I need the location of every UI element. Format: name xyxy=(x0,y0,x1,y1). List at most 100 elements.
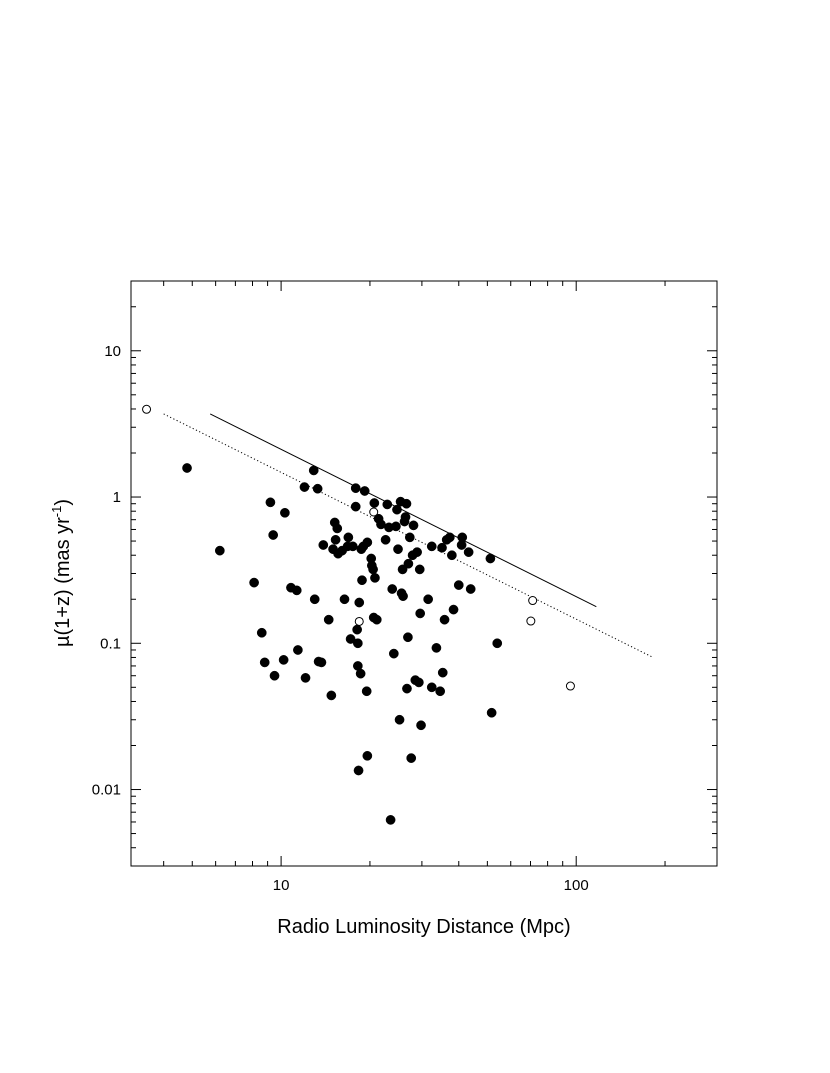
filled-point xyxy=(403,632,413,643)
filled-point xyxy=(400,512,411,522)
filled-point xyxy=(457,532,468,543)
filled-point xyxy=(426,682,437,693)
filled-point xyxy=(492,638,503,649)
filled-point xyxy=(345,634,356,644)
x-tick-label: 100 xyxy=(564,877,589,894)
plot-frame xyxy=(130,280,718,867)
filled-point xyxy=(368,564,378,575)
filled-point xyxy=(385,815,396,825)
filled-point xyxy=(412,547,422,557)
filled-point xyxy=(357,575,367,586)
filled-point xyxy=(326,690,337,701)
filled-point xyxy=(437,667,448,678)
filled-point xyxy=(308,465,319,476)
filled-point xyxy=(323,614,334,625)
filled-point xyxy=(380,534,391,545)
filled-point xyxy=(415,608,426,619)
filled-point xyxy=(423,594,434,605)
open-point xyxy=(369,507,379,517)
filled-point xyxy=(392,504,402,515)
filled-point xyxy=(350,483,361,494)
filled-point xyxy=(355,668,366,679)
filled-point xyxy=(403,558,414,569)
filled-point xyxy=(439,614,450,625)
filled-point xyxy=(435,686,446,697)
filled-point xyxy=(352,638,363,649)
filled-point xyxy=(309,594,320,605)
y-tick-label: 0.1 xyxy=(100,635,121,652)
filled-point xyxy=(330,534,341,545)
y-axis-title: µ(1+z) (mas yr-1) xyxy=(49,499,74,647)
filled-point xyxy=(448,604,459,615)
tick-labels: 10 100 0.01 0.1 1 10 xyxy=(92,343,589,894)
y-tick-label: 1 xyxy=(113,489,121,506)
filled-point xyxy=(318,540,329,550)
trend-lines xyxy=(163,413,652,658)
filled-point xyxy=(370,573,380,583)
filled-point xyxy=(316,657,327,668)
filled-point xyxy=(299,482,310,492)
x-axis-title: Radio Luminosity Distance (Mpc) xyxy=(277,916,570,938)
filled-point xyxy=(350,501,361,512)
filled-point xyxy=(486,707,497,718)
filled-point xyxy=(278,655,289,665)
filled-point xyxy=(369,498,380,508)
filled-point xyxy=(437,542,447,553)
filled-point xyxy=(293,645,303,655)
y-axis-title-main: µ(1+z) (mas yr xyxy=(52,517,74,647)
filled-point xyxy=(362,750,373,761)
filled-point xyxy=(414,677,424,688)
filled-point xyxy=(431,643,442,653)
filled-point xyxy=(332,523,343,534)
filled-point xyxy=(214,545,225,556)
filled-point xyxy=(387,584,398,594)
filled-point xyxy=(401,498,412,509)
filled-point xyxy=(280,507,290,518)
filled-point xyxy=(354,597,365,608)
filled-point xyxy=(408,520,419,531)
filled-point xyxy=(347,541,358,552)
filled-point xyxy=(361,686,372,697)
x-tick-label: 10 xyxy=(273,877,290,894)
filled-point xyxy=(397,564,408,575)
dotted-line xyxy=(163,413,652,658)
filled-point xyxy=(265,497,276,508)
open-point xyxy=(565,681,575,691)
filled-point xyxy=(300,673,311,683)
y-axis-title-sup: -1 xyxy=(49,506,64,518)
filled-point xyxy=(268,530,279,540)
filled-point xyxy=(352,624,362,635)
filled-point xyxy=(382,499,393,510)
solid-line xyxy=(209,413,597,608)
data-points xyxy=(142,404,575,825)
filled-point xyxy=(312,483,323,494)
filled-point xyxy=(463,547,474,557)
filled-point xyxy=(256,627,267,638)
filled-point xyxy=(259,657,270,668)
filled-point xyxy=(343,532,354,543)
filled-point xyxy=(269,670,280,681)
filled-point xyxy=(465,584,476,594)
filled-point xyxy=(402,683,412,694)
filled-point xyxy=(182,463,192,473)
filled-point xyxy=(416,720,426,731)
filled-point xyxy=(394,714,405,725)
open-point xyxy=(142,404,152,414)
filled-point xyxy=(453,580,464,590)
filled-point xyxy=(249,577,259,588)
filled-point xyxy=(359,486,370,496)
filled-point xyxy=(388,648,399,659)
filled-point xyxy=(485,553,496,564)
axis-ticks xyxy=(131,280,718,867)
filled-point xyxy=(291,585,302,596)
filled-point xyxy=(444,532,455,543)
open-point xyxy=(528,596,538,606)
filled-point xyxy=(406,753,417,763)
filled-point xyxy=(404,532,415,543)
filled-point xyxy=(414,564,425,575)
y-tick-label: 10 xyxy=(104,343,121,360)
filled-point xyxy=(362,537,373,548)
filled-point xyxy=(426,541,437,552)
filled-point xyxy=(371,614,382,625)
